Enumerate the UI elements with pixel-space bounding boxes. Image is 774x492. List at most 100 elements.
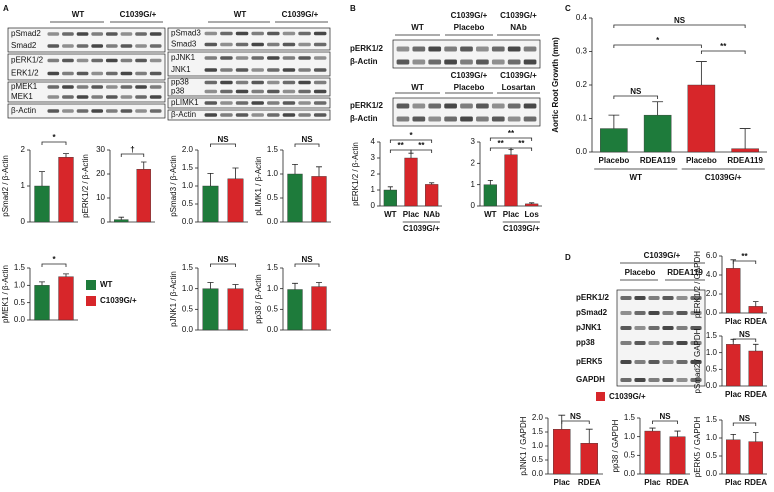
y-tick-label: 0.5: [14, 298, 26, 307]
blot-row-label: pJNK1: [576, 323, 602, 332]
y-tick-label: 0.0: [182, 325, 194, 334]
bar: [58, 276, 74, 321]
blot-band: [676, 341, 688, 345]
bar: [227, 178, 244, 223]
y-tick-label: 0.5: [267, 304, 279, 313]
y-tick-label: 2.0: [706, 289, 718, 298]
legend-swatch: [596, 392, 605, 401]
error-bar: [674, 430, 681, 437]
bar: [726, 268, 741, 314]
significance-bracket: [700, 50, 746, 54]
blot-band: [47, 109, 60, 113]
blot-band: [282, 101, 296, 105]
blot-band: [634, 326, 646, 330]
blot-band: [149, 109, 162, 113]
error-bar: [292, 282, 298, 290]
y-tick-label: 1.5: [624, 413, 636, 422]
bar: [748, 441, 763, 475]
y-tick-label: 0.0: [182, 217, 194, 226]
y-axis-label: pp38 / GAPDH: [611, 419, 620, 472]
blot-band: [235, 101, 249, 105]
significance-bracket: [389, 139, 433, 143]
blot-band: [105, 95, 118, 99]
blot-band: [634, 378, 646, 382]
y-tick-label: 1: [471, 180, 476, 189]
blot-band: [298, 42, 311, 47]
error-bar: [752, 432, 759, 442]
blot-band: [460, 46, 473, 52]
blot-band: [634, 360, 646, 364]
error-bar: [585, 428, 593, 444]
blot-band: [135, 109, 147, 113]
y-tick-label: 1.5: [182, 163, 194, 172]
blot-band: [204, 101, 218, 105]
blot-band: [313, 31, 327, 36]
significance-bracket: [613, 44, 702, 48]
blot-band: [648, 326, 660, 330]
blot-row-label: pp38: [171, 78, 189, 87]
significance-label: **: [741, 252, 748, 261]
bar: [287, 289, 303, 331]
y-tick-label: 0.5: [706, 364, 718, 373]
blot-row-label: Smad2: [11, 41, 37, 50]
error-bar: [63, 153, 69, 158]
blot-band: [251, 113, 264, 117]
y-tick-label: 0.0: [267, 217, 279, 226]
blot-band: [412, 103, 426, 109]
blot-row-label: MEK1: [11, 92, 33, 101]
significance-bracket: [652, 420, 678, 424]
blot-band: [662, 311, 674, 315]
blot-band: [620, 296, 632, 300]
y-tick-label: 1.5: [706, 331, 718, 340]
group-label: WT: [630, 173, 643, 182]
y-tick-label: 1.0: [706, 433, 718, 442]
blot-band: [298, 68, 311, 72]
x-tick-label: RDEA: [744, 390, 767, 399]
y-tick-label: 0: [101, 217, 106, 226]
blot-band: [396, 46, 410, 52]
x-tick-label: Placebo: [599, 156, 630, 165]
y-tick-label: 20: [96, 169, 105, 178]
error-bar: [292, 164, 298, 174]
blot-band: [523, 103, 537, 109]
y-tick-label: 0.0: [706, 308, 718, 317]
y-tick-label: 0.5: [182, 304, 194, 313]
y-tick-label: 1.0: [182, 284, 194, 293]
y-axis-label: pERK1/2 / GAPDH: [693, 251, 702, 318]
blot-band: [220, 56, 233, 60]
significance-bracket: [561, 420, 590, 424]
blot-band: [396, 116, 410, 122]
significance-bracket: [210, 143, 236, 147]
error-bar: [652, 101, 664, 116]
blot-band: [298, 101, 311, 105]
blot-band: [267, 113, 280, 117]
blot-band: [313, 56, 327, 60]
blot-band: [251, 56, 264, 60]
y-tick-label: 1.5: [182, 263, 194, 272]
blot-band: [491, 116, 505, 122]
y-tick-label: 0.1: [576, 114, 588, 123]
bar: [504, 154, 518, 207]
significance-label: NS: [674, 16, 686, 25]
blot-band: [460, 103, 473, 109]
significance-bracket: [732, 422, 757, 426]
x-tick-label: RDEA: [578, 478, 601, 487]
blot-band: [62, 85, 74, 89]
panel-letter: B: [350, 4, 356, 13]
y-axis-label: pERK1/2 / β-Actin: [351, 142, 360, 206]
blot-band: [313, 42, 327, 47]
blot-band: [149, 58, 162, 63]
error-bar: [529, 202, 535, 204]
blot-band: [235, 56, 249, 60]
blot-band: [62, 32, 74, 36]
y-tick-label: 0.5: [267, 193, 279, 202]
blot-row-label: pMEK1: [11, 82, 38, 91]
y-axis-label: Aortic Root Growth (mm): [551, 37, 560, 133]
blot-band: [676, 360, 688, 364]
y-tick-label: 1.0: [267, 284, 279, 293]
blot-header: C1039G/+: [500, 11, 537, 20]
blot-band: [204, 56, 218, 60]
x-tick-label: Plac: [725, 390, 742, 399]
blot-band: [76, 71, 89, 76]
blot-band: [267, 42, 280, 47]
